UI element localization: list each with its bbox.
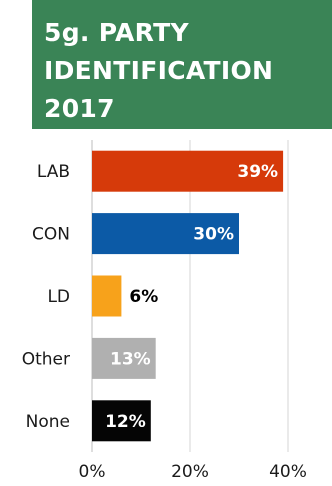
bar-none [92,400,151,442]
chart-title: 5g. PARTY IDENTIFICATION 2017 [32,0,332,129]
value-label-ld: 6% [129,287,158,307]
bars [92,150,284,442]
value-label-con: 30% [193,225,234,245]
chart-title-line-3: 2017 [44,94,115,123]
value-label-other: 13% [110,349,151,369]
chart-title-line-2: IDENTIFICATION [44,56,274,85]
x-tick-label-2: 40% [269,462,307,482]
labels: LAB 39% CON 30% LD 6% Other 13% None 12% 0% 20% 40% [22,162,307,482]
bar-ld [92,275,122,317]
x-tick-label-0: 0% [79,462,106,482]
category-label-con: CON [32,225,70,245]
category-label-none: None [26,412,70,432]
bar-lab [92,150,284,192]
category-label-other: Other [22,349,70,369]
value-label-lab: 39% [237,162,278,182]
value-label-none: 12% [105,412,146,432]
bar-other [92,337,156,379]
category-label-ld: LD [47,287,70,307]
chart-title-line-1: 5g. PARTY [44,18,189,47]
category-label-lab: LAB [37,162,70,182]
x-tick-label-1: 20% [171,462,209,482]
bar-con [92,213,239,255]
